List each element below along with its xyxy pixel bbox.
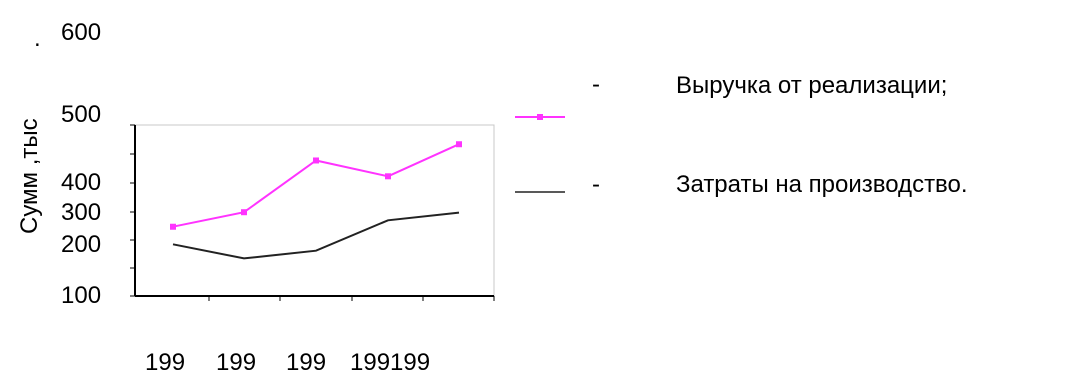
series-line-revenue xyxy=(172,143,460,228)
x-tick-label: 199 xyxy=(216,349,256,372)
y-tick-label: 300 xyxy=(61,199,101,226)
legend-marker-revenue xyxy=(537,114,543,120)
y-axis-ticks xyxy=(130,124,135,297)
y-tick-label: 100 xyxy=(61,282,101,309)
x-tick-label: 199 xyxy=(286,349,326,372)
y-tick-label: 200 xyxy=(61,231,101,258)
legend-item-costs: - Затраты на производство. xyxy=(515,171,968,198)
x-axis-ticks xyxy=(208,296,495,301)
x-tick-labels: 199 199 199 199199 xyxy=(145,349,430,372)
legend-item-revenue: - Выручка от реализации; xyxy=(515,71,947,120)
corner-mark: . xyxy=(34,25,41,52)
plot-frame xyxy=(134,124,495,297)
series-layer xyxy=(170,141,462,260)
revenue-data-point xyxy=(456,141,462,148)
revenue-data-point xyxy=(170,223,176,230)
y-axis-label: Сумм ,тыс xyxy=(16,118,43,234)
y-tick-label: 500 xyxy=(61,101,101,128)
series-line-costs xyxy=(172,211,460,260)
legend-label-costs: Затраты на производство. xyxy=(676,171,968,198)
revenue-data-point xyxy=(313,157,319,164)
y-axis-label-group: Сумм ,тыс xyxy=(16,118,43,234)
y-tick-label: 600 xyxy=(61,19,101,46)
plot-area xyxy=(130,124,495,301)
legend-label-revenue: Выручка от реализации; xyxy=(676,72,947,99)
legend-dash-revenue: - xyxy=(592,71,600,98)
y-tick-label: 400 xyxy=(61,169,101,196)
revenue-data-point xyxy=(385,173,391,180)
revenue-data-point xyxy=(241,209,247,216)
legend: - Выручка от реализации; - Затраты на пр… xyxy=(515,71,968,198)
x-tick-label: 199 xyxy=(145,349,185,372)
legend-dash-costs: - xyxy=(592,171,600,198)
y-tick-labels: 600 500 400 300 200 100 xyxy=(61,19,101,309)
x-tick-label: 199199 xyxy=(350,349,430,372)
